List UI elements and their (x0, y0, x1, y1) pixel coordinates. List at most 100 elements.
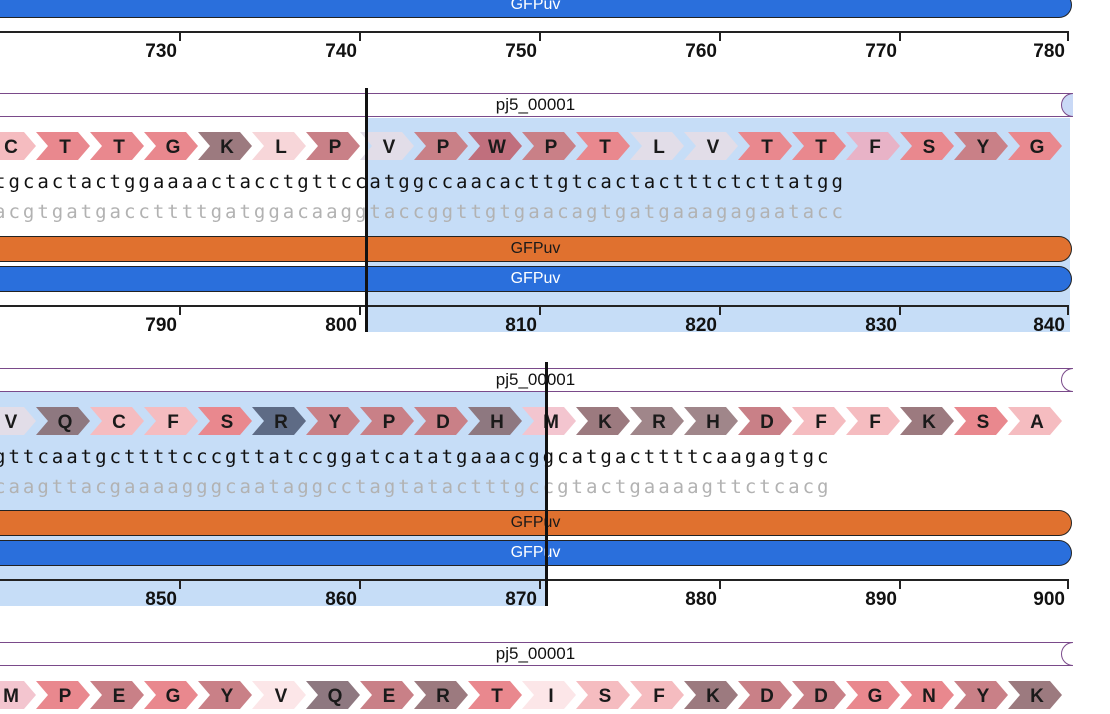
primer-feature[interactable]: pj5_00001 (0, 367, 1073, 392)
sequence-top-strand[interactable]: tgcactactggaaaactacctgttccatggccaacacttg… (0, 171, 846, 193)
primer-label: pj5_00001 (495, 95, 576, 114)
amino-acid-chevron (90, 132, 144, 160)
amino-acid-chevron (846, 132, 900, 160)
ruler-tick-label: 780 (1033, 41, 1065, 62)
ruler-tick-label: 850 (145, 589, 177, 610)
ruler-tick (719, 579, 721, 589)
amino-acid-chevron (900, 407, 954, 435)
amino-acid-chevron (1008, 407, 1062, 435)
amino-acid-chevron (468, 132, 522, 160)
amino-acid-letter: C (112, 412, 126, 433)
gfpuv-feature-bar[interactable]: GFPuv (0, 540, 1072, 566)
primer-arrow-cap (1061, 92, 1073, 117)
amino-acid-letter: D (760, 412, 774, 433)
amino-acid-letter: K (922, 412, 936, 433)
sequence-bottom-strand[interactable]: caagttacgaaaagggcaataggcctagtatactttgccg… (0, 476, 832, 498)
amino-acid-letter: K (706, 686, 720, 707)
sequence-bottom-strand[interactable]: acgtgatgaccttttgatggacaaggtaccggttgtgaac… (0, 201, 846, 223)
amino-acid-letter: Y (977, 137, 990, 158)
amino-acid-chevron (90, 407, 144, 435)
amino-acid-letter: C (4, 137, 18, 158)
amino-acid-letter: D (760, 686, 774, 707)
amino-acid-chevron (306, 407, 360, 435)
amino-acid-letter: P (329, 137, 342, 158)
ruler-tick (539, 579, 541, 589)
ruler-tick-label: 750 (505, 41, 537, 62)
amino-acid-letter: Q (58, 412, 73, 433)
amino-acid-letter: R (436, 686, 450, 707)
ruler-tick (899, 31, 901, 41)
amino-acid-chevron (576, 681, 630, 709)
gfpuv-feature-bar[interactable]: GFPuv (0, 266, 1072, 292)
ruler-tick-label: 890 (865, 589, 897, 610)
amino-acid-letter: A (1030, 412, 1044, 433)
ruler-line (0, 579, 1068, 581)
amino-acid-letter: H (490, 412, 504, 433)
amino-acid-chevron (1008, 681, 1062, 709)
amino-acid-chevron (36, 681, 90, 709)
ruler-tick (539, 31, 541, 41)
amino-acid-letter: S (221, 412, 234, 433)
amino-acid-chevron (630, 132, 684, 160)
amino-acid-chevron (684, 132, 738, 160)
amino-acid-letter: D (436, 412, 450, 433)
amino-acid-chevron (198, 132, 252, 160)
ruler-tick (359, 579, 361, 589)
ruler-tick-label: 900 (1033, 589, 1065, 610)
amino-acid-chevron (0, 681, 36, 709)
amino-acid-letter: L (653, 137, 665, 158)
amino-acid-letter: F (167, 412, 179, 433)
ruler-tick-label: 800 (325, 315, 357, 336)
amino-acid-chevron (468, 407, 522, 435)
amino-acid-chevron (144, 132, 198, 160)
amino-acid-letter: G (166, 137, 181, 158)
ruler-tick (179, 579, 181, 589)
amino-acid-chevron (144, 407, 198, 435)
amino-acid-letter: F (869, 137, 881, 158)
amino-acid-chevron (0, 407, 36, 435)
amino-acid-chevron (684, 681, 738, 709)
ruler-tick (899, 305, 901, 315)
ruler-tick-label: 810 (505, 315, 537, 336)
amino-acid-chevron (738, 681, 792, 709)
primer-feature[interactable]: pj5_00001 (0, 641, 1073, 666)
amino-acid-letter: T (113, 137, 125, 158)
amino-acid-chevron (90, 681, 144, 709)
ruler-tick-label: 870 (505, 589, 537, 610)
amino-acid-letter: Y (329, 412, 342, 433)
amino-acid-letter: Y (977, 686, 990, 707)
amino-acid-letter: S (923, 137, 936, 158)
amino-acid-chevron (900, 681, 954, 709)
amino-acid-chevron (846, 681, 900, 709)
feature-label: GFPuv (510, 240, 561, 257)
amino-acid-letter: G (166, 686, 181, 707)
amino-acid-letter: R (274, 412, 288, 433)
amino-acid-letter: V (275, 686, 288, 707)
amino-acid-letter: V (707, 137, 720, 158)
amino-acid-letter: K (220, 137, 234, 158)
ruler-tick-label: 760 (685, 41, 717, 62)
cursor-line (365, 88, 368, 332)
gfpuv-feature-bar[interactable]: GFPuv (0, 0, 1072, 18)
amino-acid-chevron (738, 407, 792, 435)
primer-feature[interactable]: pj5_00001 (0, 92, 1073, 117)
amino-acid-letter: T (815, 137, 827, 158)
amino-acid-letter: T (599, 137, 611, 158)
ruler-tick (539, 305, 541, 315)
amino-acid-chevron (792, 681, 846, 709)
amino-acid-letter: E (113, 686, 126, 707)
amino-acid-chevron (36, 132, 90, 160)
sequence-top-strand[interactable]: gttcaatgcttttcccgttatccggatcatatgaaacggc… (0, 446, 832, 468)
gfpuv-feature-bar[interactable]: GFPuv (0, 236, 1072, 262)
amino-acid-chevron (360, 407, 414, 435)
amino-acid-chevron (1008, 132, 1062, 160)
amino-acid-chevron (792, 132, 846, 160)
amino-acid-chevron (900, 132, 954, 160)
amino-acid-chevron (792, 407, 846, 435)
amino-acid-letter: T (761, 137, 773, 158)
amino-acid-letter: D (814, 686, 828, 707)
gfpuv-feature-bar[interactable]: GFPuv (0, 510, 1072, 536)
amino-acid-chevron (522, 407, 576, 435)
amino-acid-chevron (576, 407, 630, 435)
